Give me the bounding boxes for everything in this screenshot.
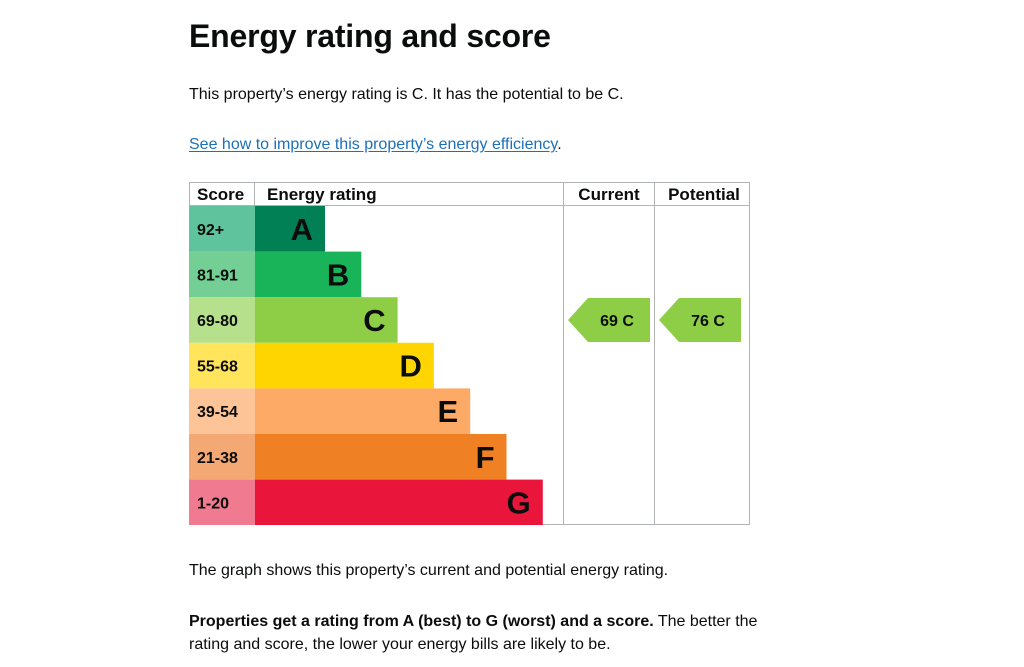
score-cell-b <box>189 251 255 298</box>
score-range-a: 92+ <box>197 222 224 239</box>
current-rating-label: 69 C <box>600 313 634 330</box>
potential-rating-label: 76 C <box>691 313 725 330</box>
score-range-g: 1-20 <box>197 495 229 512</box>
header-energy-rating: Energy rating <box>267 185 377 204</box>
rating-bands: 92+ A 81-91 B 69-80 C 55-68 D 39-54 E 21-38 F 1-20 G <box>189 206 543 525</box>
main-content: Energy rating and score This property’s … <box>189 14 789 653</box>
improve-link-line: See how to improve this property’s energ… <box>189 134 562 156</box>
score-cell-f <box>189 434 255 480</box>
improve-efficiency-link[interactable]: See how to improve this property’s energ… <box>189 136 558 153</box>
page-title: Energy rating and score <box>189 18 551 54</box>
graph-description: The graph shows this property’s current … <box>189 562 669 579</box>
header-potential: Potential <box>668 185 740 204</box>
energy-rating-svg: Score Energy rating Current Potential 92… <box>189 182 750 525</box>
rating-bar-b <box>255 251 362 298</box>
rating-letter-f: F <box>476 440 495 475</box>
rating-bar-d <box>255 342 434 389</box>
current-rating-arrow <box>568 298 650 342</box>
rating-letter-d: D <box>400 349 422 384</box>
rating-bar-f <box>255 434 507 480</box>
rating-arrows: 69 C 76 C <box>568 298 741 342</box>
rating-bar-c <box>255 297 398 343</box>
score-cell-g <box>189 479 255 525</box>
rating-bar-e <box>255 388 471 434</box>
score-range-b: 81-91 <box>197 267 238 284</box>
rating-letter-b: B <box>327 257 349 292</box>
score-range-c: 69-80 <box>197 313 238 330</box>
link-suffix: . <box>557 136 562 153</box>
rating-letter-c: C <box>363 303 385 338</box>
rating-explanation: Properties get a rating from A (best) to… <box>189 610 769 656</box>
potential-rating-arrow <box>659 298 741 342</box>
rating-letter-a: A <box>291 212 313 247</box>
score-cell-e <box>189 388 255 434</box>
score-range-d: 55-68 <box>197 359 238 376</box>
score-cell-d <box>189 342 255 389</box>
rating-bar-g <box>255 479 543 525</box>
rating-summary: This property’s energy rating is C. It h… <box>189 86 624 103</box>
rating-letter-g: G <box>507 485 531 520</box>
score-range-f: 21-38 <box>197 450 238 467</box>
score-cell-c <box>189 297 255 343</box>
rating-explanation-rest: The better the rating and score, the low… <box>189 613 758 653</box>
rating-letter-e: E <box>438 394 459 429</box>
energy-rating-chart: Score Energy rating Current Potential 92… <box>189 182 750 525</box>
header-current: Current <box>578 185 640 204</box>
score-cell-a <box>189 206 255 252</box>
header-score: Score <box>197 185 244 204</box>
rating-explanation-bold: Properties get a rating from A (best) to… <box>189 613 654 630</box>
rating-bar-a <box>255 206 325 252</box>
score-range-e: 39-54 <box>197 404 238 421</box>
